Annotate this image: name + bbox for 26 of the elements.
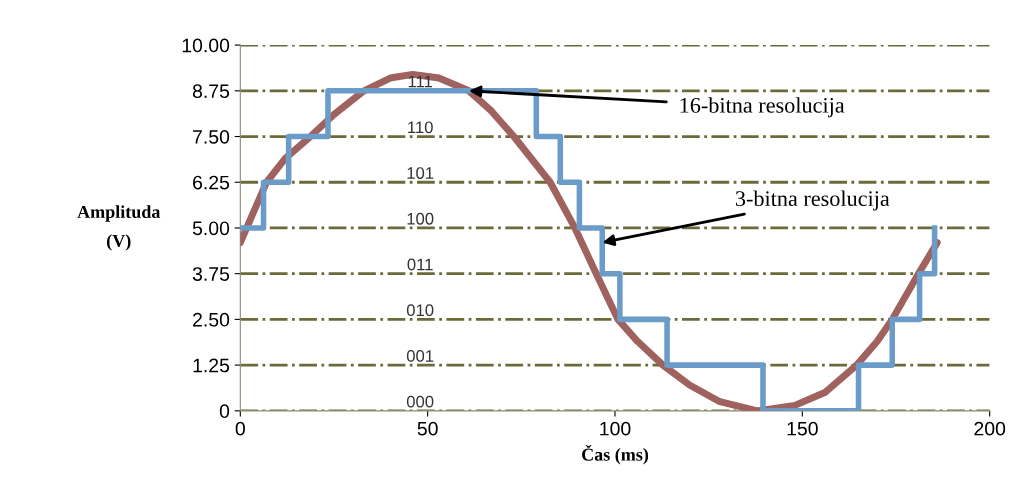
annotation: 100: [407, 212, 434, 225]
x-tick-label: 200: [974, 421, 1006, 436]
annotation: 011: [407, 258, 433, 271]
y-tick-label: 10.00: [182, 38, 230, 53]
annotation: 001: [406, 350, 434, 362]
x-tick-label: 100: [600, 421, 631, 436]
x-tick-label: 50: [417, 421, 438, 436]
annotation: 000: [406, 395, 434, 408]
x-tick-label: 150: [787, 421, 818, 436]
y-tick-label: 1.25: [193, 358, 230, 373]
annotation: 101: [407, 167, 434, 179]
y-axis-title: Amplituda (V): [77, 205, 161, 251]
x-axis-title: Čas (ms): [582, 444, 649, 465]
y-tick-label: 6.25: [193, 175, 230, 190]
annotation: 110: [408, 121, 433, 134]
y-tick-label: 7.50: [193, 129, 230, 144]
y-tick-label: 0: [219, 404, 230, 419]
y-tick-label: 8.75: [192, 84, 230, 99]
annotation: 3-bitna resolucija: [735, 190, 890, 211]
y-tick-label: 5.00: [192, 221, 230, 236]
y-tick-label: 2.50: [193, 312, 230, 327]
annotation: 010: [406, 304, 434, 317]
annotation: 111: [408, 75, 433, 88]
x-tick-label: 0: [235, 421, 245, 436]
annotation: 16-bitna resolucija: [680, 97, 845, 118]
y-tick-label: 3.75: [192, 267, 230, 281]
